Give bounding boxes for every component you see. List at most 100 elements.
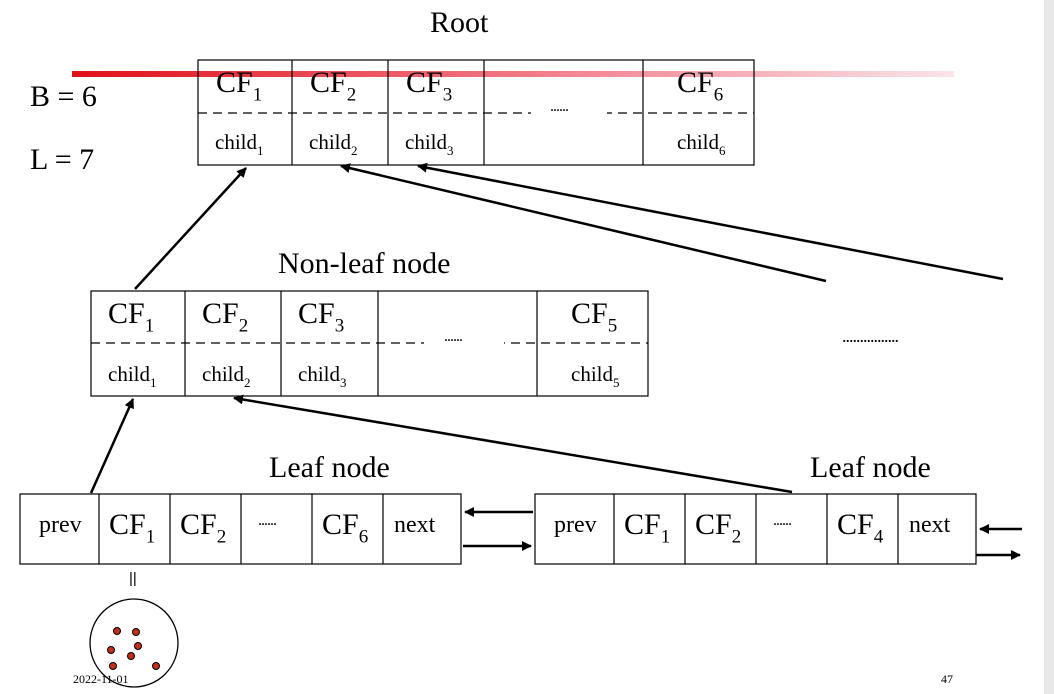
- arrow-to-root-child3: [417, 162, 1004, 281]
- nonleaf-dots-gap: [424, 337, 504, 349]
- nonleaf-cf-2-subscript: 2: [238, 315, 249, 337]
- leaf-left-cf-4: CF6: [322, 508, 368, 548]
- equals-mark: ||: [129, 570, 137, 587]
- arrow-to-root-child2: [340, 163, 827, 283]
- nonleaf-child-2-subscript: 2: [244, 374, 251, 390]
- root-cf-5-text: CF: [677, 66, 714, 99]
- leaf-left-cf-1-text: CF: [109, 508, 146, 541]
- nonleaf-cf-2-text: CF: [202, 297, 239, 330]
- root-child-5-text: child: [677, 130, 719, 154]
- leaf-right-cf-2-subscript: 2: [731, 526, 742, 548]
- nonleaf-cf-5: CF5: [571, 297, 617, 337]
- leaf-left-box: [19, 493, 462, 565]
- leaf-right-next: next: [909, 512, 950, 539]
- root-cf-2-text: CF: [310, 66, 347, 99]
- leaf-left-prev: prev: [39, 512, 82, 539]
- leaf-right-next-text: next: [909, 512, 951, 538]
- nonleaf-cf-1: CF1: [108, 297, 154, 337]
- nonleaf-child-3-text: child: [298, 362, 340, 386]
- arrow-leaf-to-nonleaf-child1: [89, 398, 135, 494]
- leaf-left-cf-1: CF1: [109, 508, 155, 548]
- nonleaf-child-5-subscript: 5: [613, 374, 620, 390]
- leaf-left-cf-4-text: CF: [322, 508, 359, 541]
- nonleaf-cf-5-subscript: 5: [607, 315, 618, 337]
- param-l: L = 7: [30, 143, 95, 176]
- leaf-right-cf-4-subscript: 4: [873, 526, 884, 548]
- leaf-right-dots: ......: [773, 512, 792, 529]
- root-child-3-text: child: [405, 130, 447, 154]
- nonleaf-cf-5-text: CF: [571, 297, 608, 330]
- root-cf-1-text: CF: [216, 66, 253, 99]
- root-child-2: child2: [309, 130, 358, 159]
- leaf-left-prev-text: prev: [39, 512, 82, 538]
- root-child-1-subscript: 1: [257, 142, 264, 158]
- root-child-2-subscript: 2: [351, 142, 358, 158]
- root-child-3-subscript: 3: [447, 142, 454, 158]
- leaf-left-cf-2-text: CF: [180, 508, 217, 541]
- root-cf-5-subscript: 6: [713, 84, 724, 106]
- leaf-left-cf-2: CF2: [180, 508, 226, 548]
- leaf-right-cf-2-text: CF: [695, 508, 732, 541]
- root-child-3: child3: [405, 130, 454, 159]
- leaf-right-prev: prev: [554, 512, 597, 539]
- leaf-left-title: Leaf node: [269, 451, 390, 484]
- root-child-5-subscript: 6: [719, 142, 726, 158]
- leaf-left-next: next: [394, 512, 435, 539]
- nonleaf-child-1: child1: [108, 362, 157, 391]
- root-cf-1-subscript: 1: [252, 84, 263, 106]
- arrow-leaf-to-nonleaf-child2: [233, 394, 793, 494]
- nonleaf-cf-1-text: CF: [108, 297, 145, 330]
- root-child-1: child1: [215, 130, 264, 159]
- leaf-left-cf-4-subscript: 6: [358, 526, 369, 548]
- nonleaf-title: Non-leaf node: [278, 247, 451, 280]
- root-node-box: [197, 59, 755, 166]
- leaf-left-cf-1-subscript: 1: [145, 526, 156, 548]
- leaf-right-cf-1-text: CF: [624, 508, 661, 541]
- leaf-right-box: [534, 493, 977, 565]
- footer-date: 2022-11-01: [73, 672, 129, 686]
- nonleaf-child-1-text: child: [108, 362, 150, 386]
- nonleaf-node-box: [90, 290, 649, 397]
- leaf-right-prev-text: prev: [554, 512, 597, 538]
- leaf-left-cf-2-subscript: 2: [216, 526, 227, 548]
- param-b: B = 6: [30, 80, 97, 113]
- leaf-right-cf-2: CF2: [695, 508, 741, 548]
- root-cf-2-subscript: 2: [346, 84, 357, 106]
- nonleaf-dots: ......: [444, 328, 463, 345]
- root-child-5: child6: [677, 130, 726, 159]
- leaf-right-title: Leaf node: [810, 451, 931, 484]
- leaf-left-next-text: next: [394, 512, 436, 538]
- nonleaf-cf-1-subscript: 1: [144, 315, 155, 337]
- root-child-1-text: child: [215, 130, 257, 154]
- root-cf-1: CF1: [216, 66, 262, 106]
- root-title: Root: [430, 6, 489, 39]
- nonleaf-cf-3-subscript: 3: [334, 315, 345, 337]
- root-dots-gap: [531, 107, 607, 119]
- nonleaf-child-5-text: child: [571, 362, 613, 386]
- leaf-left-dots: ......: [258, 512, 277, 529]
- root-dots: ......: [550, 98, 569, 115]
- root-child-2-text: child: [309, 130, 351, 154]
- cluster-circle: [89, 598, 179, 688]
- leaf-right-cf-4: CF4: [837, 508, 883, 548]
- nonleaf-child-2: child2: [202, 362, 251, 391]
- leaf-right-cf-1: CF1: [624, 508, 670, 548]
- nonleaf-child-3: child3: [298, 362, 347, 391]
- nonleaf-child-5: child5: [571, 362, 620, 391]
- root-cf-5: CF6: [677, 66, 723, 106]
- root-cf-2: CF2: [310, 66, 356, 106]
- nonleaf-child-3-subscript: 3: [340, 374, 347, 390]
- leaf-right-cf-4-text: CF: [837, 508, 874, 541]
- nonleaf-right-dots: ................: [842, 326, 899, 346]
- root-cf-3-text: CF: [406, 66, 443, 99]
- leaf-right-cf-1-subscript: 1: [660, 526, 671, 548]
- nonleaf-child-2-text: child: [202, 362, 244, 386]
- right-edge-bar: [1044, 0, 1054, 694]
- root-cf-3: CF3: [406, 66, 452, 106]
- arrow-nonleaf-to-root-child1: [134, 167, 247, 290]
- nonleaf-child-1-subscript: 1: [150, 374, 157, 390]
- root-cf-3-subscript: 3: [442, 84, 453, 106]
- nonleaf-cf-3: CF3: [298, 297, 344, 337]
